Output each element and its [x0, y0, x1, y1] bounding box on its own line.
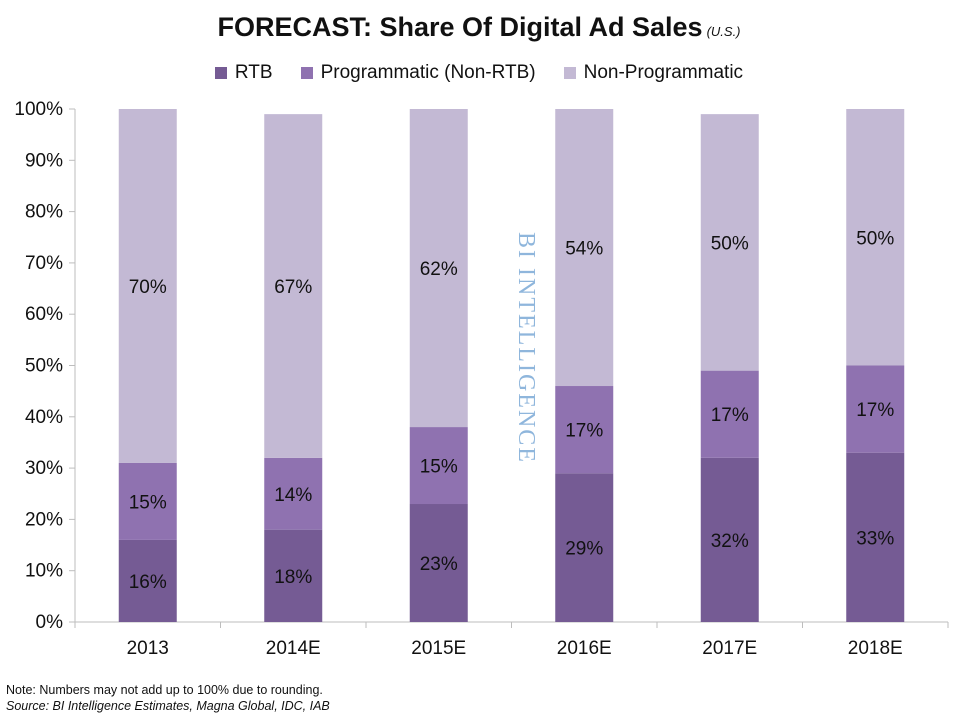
- chart-title-block: FORECAST: Share Of Digital Ad Sales (U.S.…: [0, 12, 958, 43]
- bar-segment: [700, 457, 759, 622]
- data-label: 14%: [274, 485, 312, 506]
- chart-title: FORECAST: Share Of Digital Ad Sales: [217, 12, 703, 42]
- data-label: 54%: [565, 239, 603, 260]
- legend: RTB Programmatic (Non-RTB) Non-Programmati…: [0, 62, 958, 84]
- data-label: 67%: [274, 277, 312, 298]
- legend-item: Programmatic (Non-RTB): [300, 62, 536, 84]
- data-label: 17%: [565, 421, 603, 442]
- footnote: Note: Numbers may not add up to 100% due…: [6, 683, 323, 697]
- bar-segment: [700, 370, 759, 458]
- y-tick-label: 30%: [25, 458, 63, 479]
- data-label: 32%: [711, 531, 749, 552]
- legend-label: RTB: [234, 62, 273, 83]
- y-tick-label: 90%: [25, 150, 63, 171]
- data-label: 17%: [711, 405, 749, 426]
- watermark: BI INTELLIGENCE: [513, 232, 539, 464]
- data-label: 23%: [420, 554, 458, 575]
- bar-segment: [700, 114, 759, 371]
- bar-segment: [409, 504, 468, 622]
- x-tick-label: 2013: [127, 638, 169, 659]
- y-tick-label: 20%: [25, 509, 63, 530]
- y-tick-label: 70%: [25, 253, 63, 274]
- y-tick-label: 40%: [25, 407, 63, 428]
- source-note: Source: BI Intelligence Estimates, Magna…: [6, 699, 330, 713]
- bar-segment: [264, 114, 323, 458]
- bar-segment: [846, 109, 905, 366]
- y-tick-label: 60%: [25, 304, 63, 325]
- chart-subtitle: (U.S.): [706, 24, 741, 39]
- legend-item: Non-Programmatic: [563, 62, 744, 84]
- legend-swatch: [214, 67, 227, 79]
- x-tick-label: 2015E: [411, 638, 466, 659]
- data-label: 50%: [856, 228, 894, 249]
- bar-segment: [846, 452, 905, 622]
- y-tick-label: 80%: [25, 202, 63, 223]
- bar-segment: [118, 109, 177, 463]
- y-tick-label: 10%: [25, 561, 63, 582]
- data-label: 50%: [711, 233, 749, 254]
- data-label: 16%: [129, 572, 167, 593]
- y-tick-label: 100%: [14, 99, 63, 120]
- legend-swatch: [300, 67, 313, 79]
- data-label: 33%: [856, 528, 894, 549]
- x-tick-label: 2018E: [848, 638, 903, 659]
- footer: Note: Numbers may not add up to 100% due…: [6, 682, 330, 714]
- legend-item: RTB: [214, 62, 273, 84]
- x-tick-label: 2017E: [702, 638, 757, 659]
- bar-segment: [264, 457, 323, 530]
- bar-segment: [118, 539, 177, 622]
- bar-segment: [555, 109, 614, 387]
- data-label: 70%: [129, 277, 167, 298]
- bar-segment: [555, 386, 614, 474]
- data-label: 17%: [856, 400, 894, 421]
- bar-segment: [555, 473, 614, 622]
- data-label: 62%: [420, 259, 458, 280]
- y-tick-label: 0%: [36, 612, 64, 633]
- bar-segment: [264, 529, 323, 622]
- data-label: 18%: [274, 567, 312, 588]
- x-tick-label: 2014E: [266, 638, 321, 659]
- legend-swatch: [563, 67, 576, 79]
- data-label: 15%: [420, 457, 458, 478]
- bar-segment: [409, 109, 468, 428]
- data-label: 29%: [565, 539, 603, 560]
- x-tick-label: 2016E: [557, 638, 612, 659]
- bar-segment: [118, 462, 177, 540]
- y-tick-label: 50%: [25, 356, 63, 377]
- data-label: 15%: [129, 492, 167, 513]
- bar-segment: [846, 365, 905, 453]
- legend-label: Programmatic (Non-RTB): [320, 62, 536, 83]
- bar-segment: [409, 427, 468, 505]
- legend-label: Non-Programmatic: [583, 62, 744, 83]
